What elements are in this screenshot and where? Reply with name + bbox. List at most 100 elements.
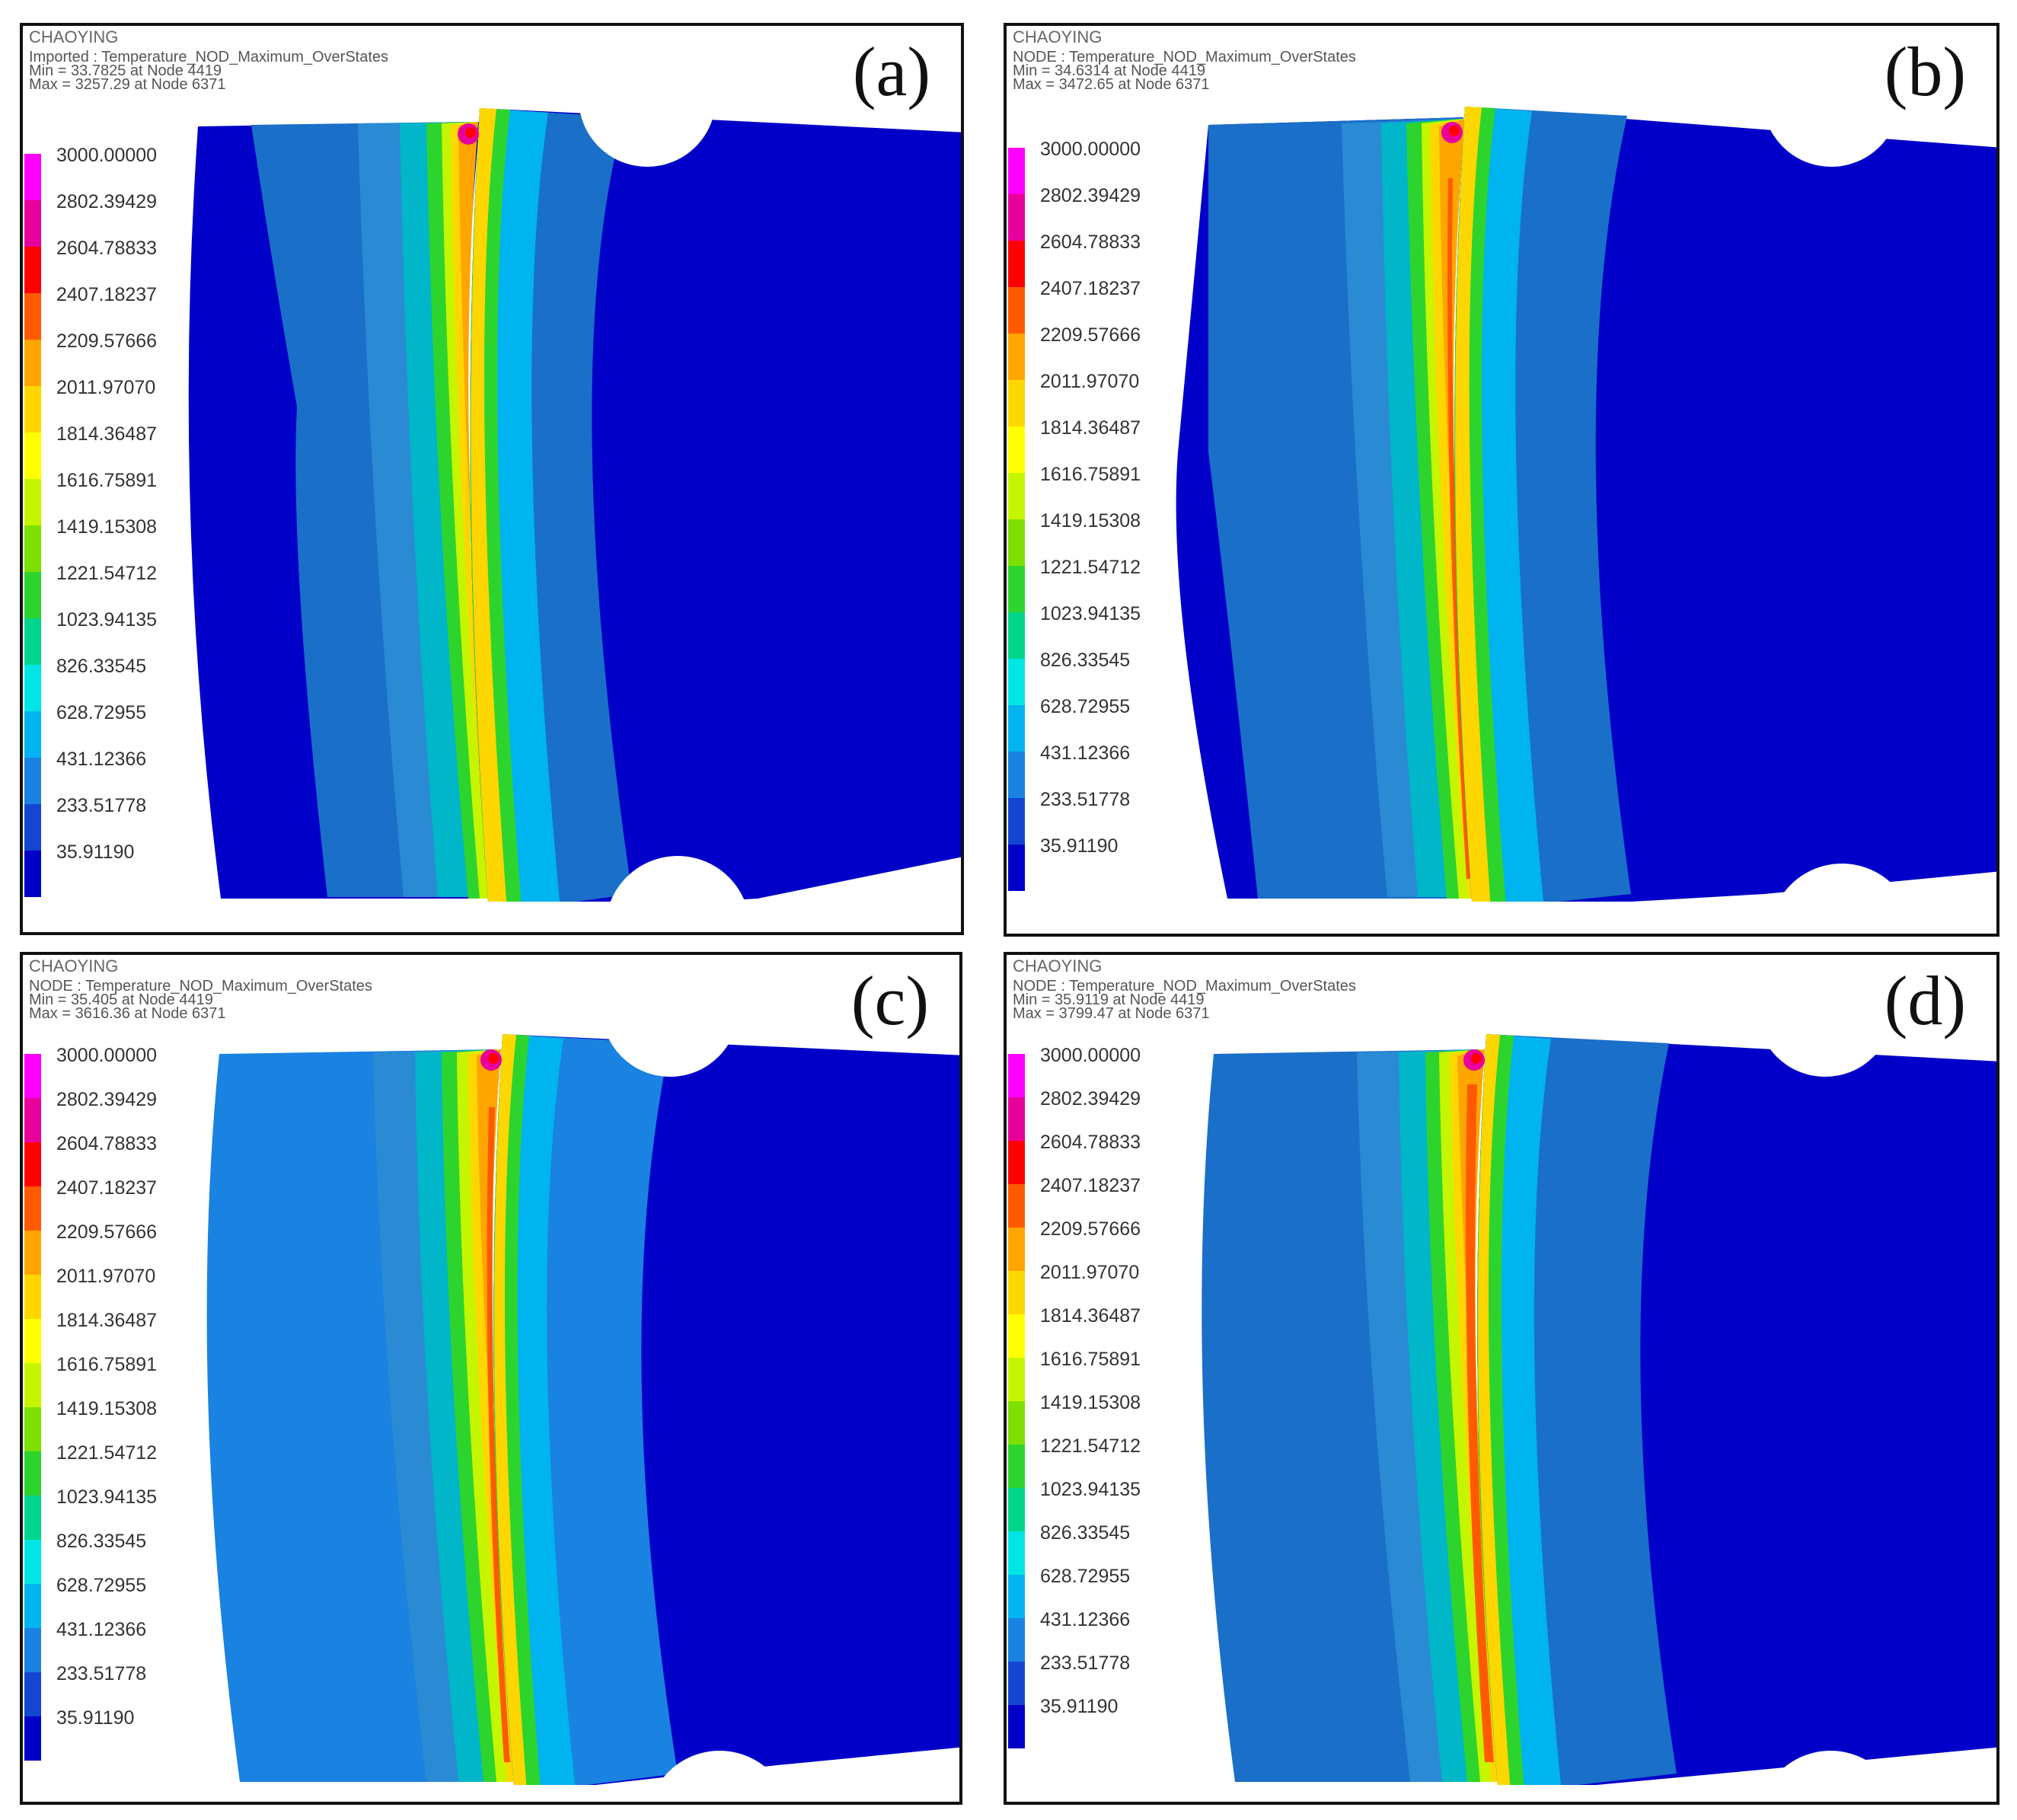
legend-swatch [24, 1054, 41, 1098]
legend-swatch [24, 1496, 41, 1540]
legend-value: 826.33545 [1040, 650, 1131, 671]
legend-row: 826.33545 [23, 1531, 221, 1585]
legend-value: 1616.75891 [56, 470, 158, 491]
panel-label: (b) [1884, 33, 1966, 110]
legend-swatch [1008, 1358, 1025, 1401]
legend-value: 1814.36487 [56, 423, 158, 445]
legend-value: 2802.39429 [56, 191, 158, 212]
panel-b: CHAOYING NODE : Temperature_NOD_Maximum_… [1004, 23, 1999, 937]
legend-value: 1814.36487 [56, 1310, 158, 1331]
legend-swatch [1008, 1097, 1025, 1141]
legend-row: 1814.36487 [1007, 417, 1205, 474]
panel-header: CHAOYING NODE : Temperature_NOD_Maximum_… [29, 956, 372, 1022]
panel-label: (c) [851, 962, 929, 1039]
legend-row: 826.33545 [23, 656, 221, 713]
legend-swatch [1008, 798, 1025, 845]
legend-swatch [1008, 241, 1025, 287]
legend-value: 2802.39429 [1040, 185, 1141, 206]
legend-swatch [1008, 659, 1025, 705]
legend-row: 2407.18237 [23, 284, 221, 341]
legend-row: 35.91190 [23, 841, 221, 899]
panel-label: (d) [1884, 962, 1966, 1039]
min-value: Min = 34.6314 at Node 4419 [1013, 62, 1205, 79]
legend-row: 2802.39429 [1007, 1088, 1205, 1142]
legend-value: 431.12366 [56, 749, 147, 770]
legend-swatch [24, 293, 41, 340]
legend-swatch [1008, 705, 1025, 752]
legend-row: 1023.94135 [23, 1486, 221, 1541]
legend-row: 2209.57666 [1007, 324, 1205, 382]
temperature-contour-plot [23, 26, 961, 932]
legend-swatch [24, 433, 41, 479]
legend-swatch [24, 711, 41, 758]
legend-value: 2209.57666 [56, 330, 158, 352]
legend-swatch [24, 758, 41, 804]
legend-swatch [24, 479, 41, 525]
result-name: NODE : Temperature_NOD_Maximum_OverState… [29, 978, 372, 995]
legend-value: 1814.36487 [1040, 1305, 1141, 1327]
legend-value: 2407.18237 [1040, 1175, 1141, 1196]
legend-swatch [1008, 1141, 1025, 1184]
legend-row: 628.72955 [1007, 696, 1205, 753]
legend-value: 3000.00000 [1040, 139, 1141, 160]
legend-value: 1221.54712 [56, 1442, 158, 1464]
min-value: Min = 33.7825 at Node 4419 [29, 62, 222, 79]
legend-value: 2407.18237 [1040, 278, 1141, 299]
legend-row: 2011.97070 [23, 1266, 221, 1320]
legend-swatch [24, 572, 41, 618]
legend-value: 431.12366 [1040, 1609, 1131, 1630]
legend-value: 1023.94135 [1040, 1479, 1141, 1500]
legend-value: 2209.57666 [1040, 1218, 1141, 1240]
legend-swatch [1008, 1228, 1025, 1271]
legend-value: 1616.75891 [1040, 1349, 1141, 1370]
legend-row: 2802.39429 [23, 1089, 221, 1144]
legend-swatch [24, 1451, 41, 1496]
legend-row: 3000.00000 [1007, 1045, 1205, 1099]
legend-value: 233.51778 [1040, 789, 1131, 810]
legend-swatch [1008, 1401, 1025, 1445]
legend-swatch [1008, 845, 1025, 891]
legend-swatch [24, 1628, 41, 1672]
legend-swatch [1008, 1184, 1025, 1228]
legend-swatch [1008, 473, 1025, 519]
legend-value: 1221.54712 [1040, 1435, 1141, 1457]
legend-row: 2407.18237 [1007, 1175, 1205, 1229]
legend-row: 2011.97070 [23, 377, 221, 434]
legend-value: 2604.78833 [56, 238, 158, 259]
legend-value: 233.51778 [1040, 1652, 1131, 1674]
legend-swatch [24, 1407, 41, 1451]
legend-value: 2011.97070 [1040, 1262, 1140, 1283]
legend-value: 1814.36487 [1040, 417, 1141, 439]
legend-value: 35.91190 [56, 841, 135, 863]
legend-swatch [24, 1098, 41, 1142]
legend-swatch [1008, 380, 1025, 426]
legend-row: 1023.94135 [1007, 1479, 1205, 1533]
legend-value: 826.33545 [56, 656, 147, 677]
panel-d: CHAOYING NODE : Temperature_NOD_Maximum_… [1004, 952, 1999, 1805]
temperature-contour-plot [23, 955, 959, 1802]
legend-value: 431.12366 [56, 1619, 147, 1640]
legend-value: 2011.97070 [56, 1266, 156, 1287]
legend-swatch [24, 1231, 41, 1275]
legend-row: 1221.54712 [23, 1442, 221, 1497]
temperature-contour-plot [1007, 26, 1996, 934]
legend-row: 1616.75891 [23, 1354, 221, 1409]
legend-value: 431.12366 [1040, 742, 1131, 764]
legend-swatch [24, 1319, 41, 1363]
legend-row: 1221.54712 [1007, 557, 1205, 614]
legend-row: 1814.36487 [1007, 1305, 1205, 1359]
legend-swatch [1008, 1054, 1025, 1097]
legend-value: 1419.15308 [1040, 510, 1141, 532]
legend-swatch [1008, 519, 1025, 566]
legend-swatch [1008, 1662, 1025, 1705]
legend-swatch [24, 1540, 41, 1584]
brand-label: CHAOYING [29, 27, 119, 46]
legend-row: 3000.00000 [23, 1045, 221, 1100]
brand-label: CHAOYING [1013, 27, 1103, 46]
legend-row: 2407.18237 [1007, 278, 1205, 335]
panel-label: (a) [852, 33, 930, 110]
legend-swatch [1008, 194, 1025, 241]
panel-header: CHAOYING NODE : Temperature_NOD_Maximum_… [1013, 27, 1356, 93]
legend-swatch [1008, 1705, 1025, 1748]
brand-label: CHAOYING [29, 956, 119, 975]
